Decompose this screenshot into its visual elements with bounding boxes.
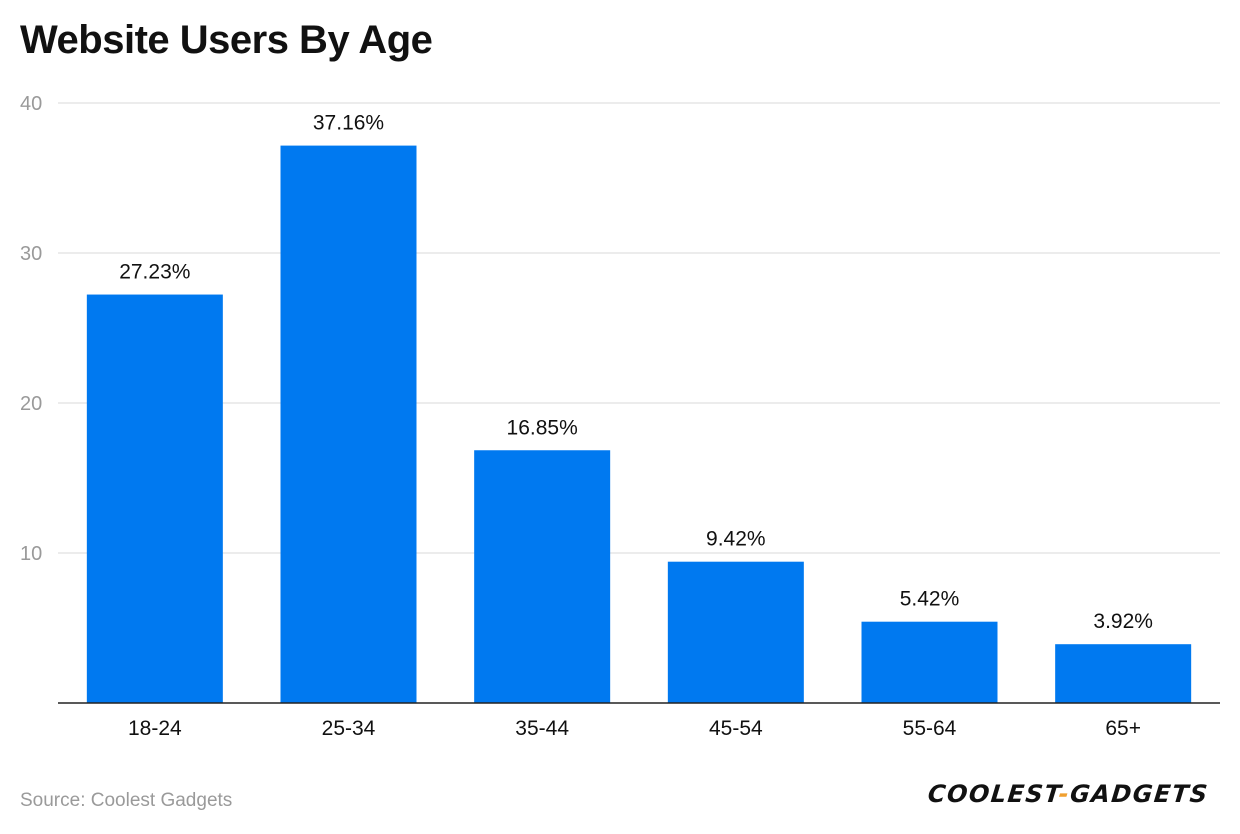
bar: [86, 294, 223, 703]
data-label: 37.16%: [313, 112, 384, 135]
y-tick-label: 40: [20, 93, 42, 115]
brand-logo-part2: GADGETS: [1068, 780, 1211, 808]
data-label: 5.42%: [900, 588, 960, 611]
data-label: 9.42%: [706, 528, 766, 551]
y-tick-label: 10: [20, 543, 42, 565]
y-tick-label: 20: [20, 393, 42, 415]
x-tick-label: 55-64: [903, 717, 957, 740]
x-tick-label: 65+: [1105, 717, 1141, 740]
brand-logo: COOLEST-GADGETS: [927, 780, 1211, 808]
source-note: Source: Coolest Gadgets: [20, 790, 233, 811]
bar: [1055, 644, 1192, 703]
bar: [667, 561, 804, 703]
x-tick-label: 35-44: [515, 717, 569, 740]
data-label: 3.92%: [1093, 610, 1153, 633]
x-tick-label: 25-34: [322, 717, 376, 740]
data-label: 27.23%: [119, 261, 190, 284]
x-tick-label: 45-54: [709, 717, 763, 740]
y-tick-label: 30: [20, 243, 42, 265]
bar: [474, 450, 611, 703]
x-tick-label: 18-24: [128, 717, 182, 740]
data-label: 16.85%: [507, 416, 578, 439]
chart-title: Website Users By Age: [20, 18, 433, 62]
bar: [280, 145, 417, 704]
bar: [861, 621, 998, 703]
brand-logo-part1: COOLEST: [926, 780, 1061, 808]
